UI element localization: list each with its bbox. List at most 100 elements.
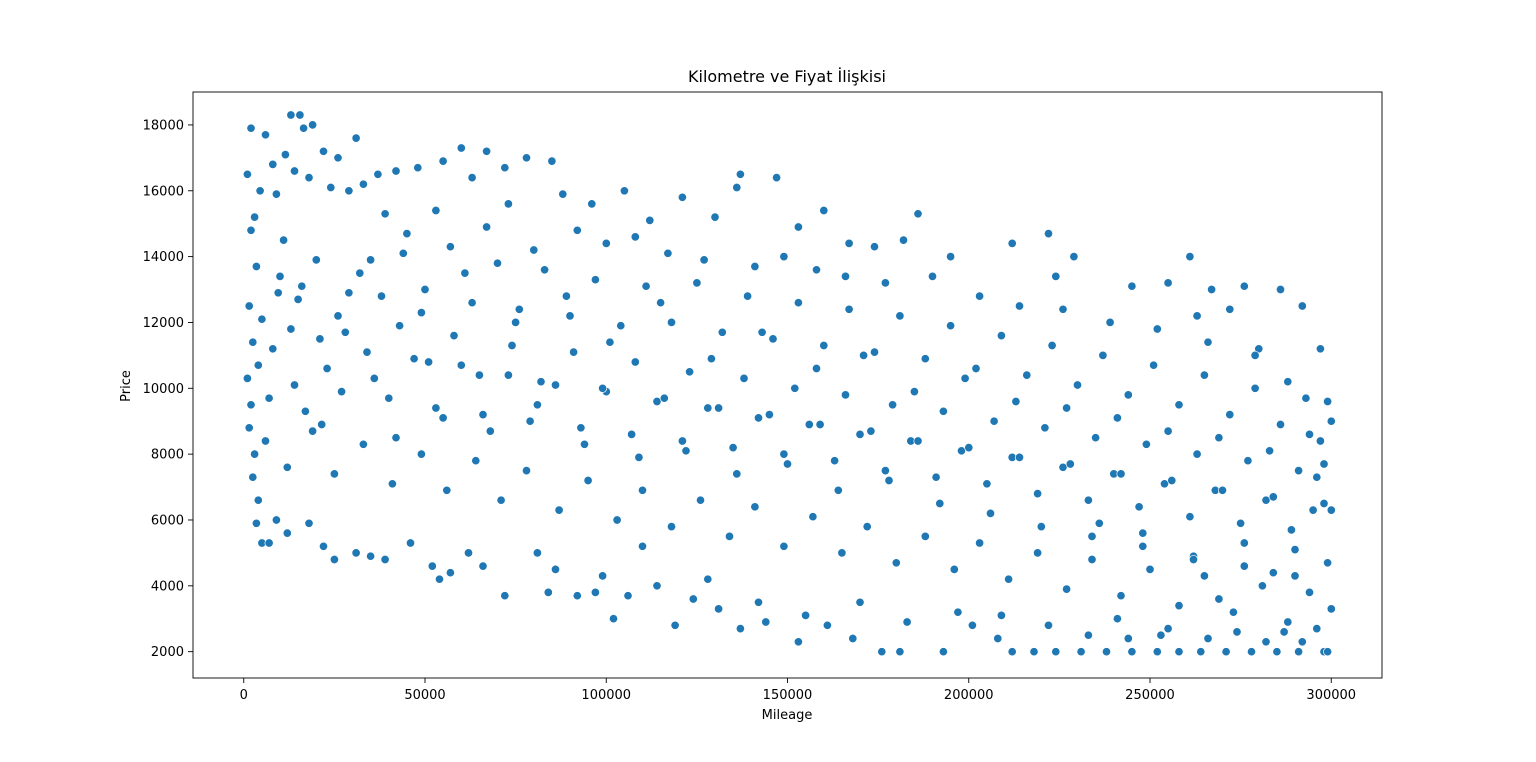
data-point	[652, 581, 662, 591]
data-point	[1268, 568, 1278, 578]
data-point	[1265, 446, 1275, 456]
data-point	[659, 393, 669, 403]
data-point	[1152, 324, 1162, 334]
data-point	[576, 423, 586, 433]
plot-frame	[192, 91, 1383, 679]
data-point	[351, 133, 361, 143]
data-point	[317, 419, 327, 430]
data-point	[579, 439, 590, 449]
data-point	[478, 410, 488, 420]
scatter-points	[242, 110, 1336, 657]
data-point	[1062, 584, 1072, 594]
data-point	[300, 406, 310, 416]
data-point	[366, 551, 376, 561]
data-point	[663, 248, 673, 258]
data-point	[1312, 472, 1322, 482]
data-point	[572, 591, 582, 601]
data-point	[282, 462, 292, 472]
data-point	[779, 541, 789, 551]
data-point	[1051, 647, 1061, 657]
data-point	[1286, 525, 1296, 535]
data-point	[1083, 495, 1093, 505]
data-point	[253, 495, 263, 505]
data-point	[1315, 436, 1325, 446]
data-point	[1279, 627, 1289, 637]
x-axis-ticks: 0 50000 100000 150000 200000 250000 300000	[240, 678, 1356, 703]
data-point	[547, 156, 557, 166]
data-point	[938, 647, 948, 657]
data-point	[724, 531, 735, 541]
data-point	[710, 212, 720, 222]
data-point	[996, 610, 1006, 620]
data-point	[927, 271, 938, 281]
data-point	[463, 548, 474, 558]
data-point	[1174, 400, 1184, 410]
data-point	[1326, 505, 1336, 515]
data-point	[891, 558, 901, 568]
data-point	[1326, 416, 1336, 426]
data-point	[605, 337, 615, 347]
data-point	[1192, 449, 1202, 459]
data-point	[692, 278, 702, 288]
data-point	[1087, 554, 1097, 565]
data-point	[1275, 419, 1286, 430]
x-tick-label: 50000	[404, 688, 445, 703]
data-point	[666, 317, 677, 327]
data-point	[485, 426, 495, 436]
data-point	[685, 367, 695, 377]
data-point	[583, 475, 593, 486]
data-point	[1083, 630, 1093, 640]
data-point	[884, 475, 894, 486]
data-point	[811, 265, 822, 275]
data-point	[1123, 633, 1133, 644]
data-point	[1062, 403, 1072, 413]
data-point	[699, 255, 709, 265]
data-point	[996, 331, 1006, 341]
data-point	[373, 169, 383, 179]
data-point	[251, 261, 261, 272]
data-point	[732, 182, 742, 193]
data-point	[449, 331, 459, 341]
data-point	[895, 311, 905, 321]
data-point	[1268, 492, 1278, 502]
data-point	[1138, 528, 1148, 538]
data-point	[590, 587, 600, 597]
data-point	[844, 238, 854, 248]
data-point	[251, 518, 261, 528]
data-point	[250, 212, 260, 222]
data-point	[1221, 647, 1231, 657]
data-point	[764, 410, 774, 420]
data-point	[630, 232, 640, 242]
data-point	[525, 416, 535, 426]
data-point	[935, 498, 945, 509]
data-point	[248, 472, 258, 482]
data-point	[1123, 390, 1133, 400]
data-point	[1272, 647, 1282, 657]
data-point	[1058, 304, 1068, 314]
data-point	[750, 502, 760, 512]
data-point	[1127, 281, 1137, 291]
data-point	[366, 255, 376, 265]
data-point	[946, 252, 956, 262]
data-point	[902, 617, 912, 627]
data-point	[456, 360, 466, 370]
data-point	[819, 205, 829, 216]
data-point	[1033, 489, 1043, 499]
data-point	[532, 400, 542, 410]
data-point	[1098, 350, 1108, 360]
data-point	[1047, 340, 1057, 351]
data-point	[565, 311, 575, 321]
data-point	[358, 439, 368, 449]
data-point	[271, 515, 281, 525]
data-point	[714, 403, 724, 413]
data-point	[282, 528, 292, 538]
x-tick-label: 200000	[944, 688, 994, 703]
data-point	[286, 324, 296, 334]
data-point	[569, 347, 579, 357]
data-point	[1243, 456, 1253, 466]
data-point	[496, 495, 506, 505]
data-point	[1076, 647, 1086, 657]
data-point	[351, 548, 361, 558]
data-point	[299, 123, 309, 133]
